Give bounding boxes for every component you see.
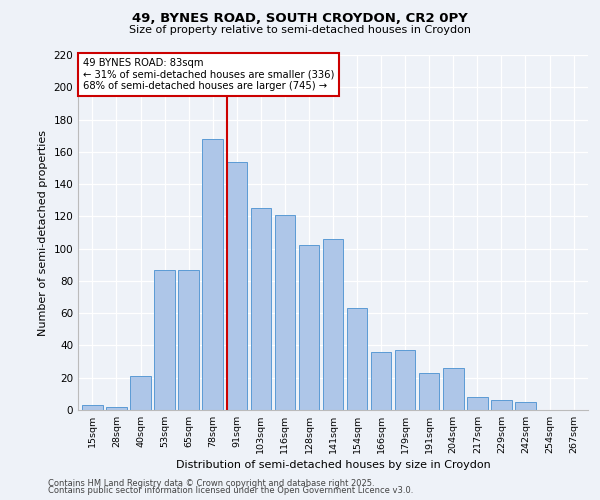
Bar (371, 352, 391, 410)
Text: Contains public sector information licensed under the Open Government Licence v3: Contains public sector information licen… (48, 486, 413, 495)
Bar (491, 400, 512, 410)
Bar (178, 270, 199, 410)
Bar (323, 239, 343, 410)
Bar (106, 407, 127, 410)
Bar (515, 402, 536, 410)
Bar (154, 270, 175, 410)
Bar (467, 397, 488, 410)
Text: 49, BYNES ROAD, SOUTH CROYDON, CR2 0PY: 49, BYNES ROAD, SOUTH CROYDON, CR2 0PY (132, 12, 468, 26)
X-axis label: Distribution of semi-detached houses by size in Croydon: Distribution of semi-detached houses by … (176, 460, 490, 470)
Bar (443, 368, 464, 410)
Bar (275, 215, 295, 410)
Text: Contains HM Land Registry data © Crown copyright and database right 2025.: Contains HM Land Registry data © Crown c… (48, 478, 374, 488)
Y-axis label: Number of semi-detached properties: Number of semi-detached properties (38, 130, 48, 336)
Bar (130, 376, 151, 410)
Bar (395, 350, 415, 410)
Bar (82, 405, 103, 410)
Text: Size of property relative to semi-detached houses in Croydon: Size of property relative to semi-detach… (129, 25, 471, 35)
Bar (202, 139, 223, 410)
Text: 49 BYNES ROAD: 83sqm
← 31% of semi-detached houses are smaller (336)
68% of semi: 49 BYNES ROAD: 83sqm ← 31% of semi-detac… (83, 58, 334, 92)
Bar (299, 246, 319, 410)
Bar (347, 308, 367, 410)
Bar (227, 162, 247, 410)
Bar (251, 208, 271, 410)
Bar (419, 373, 439, 410)
